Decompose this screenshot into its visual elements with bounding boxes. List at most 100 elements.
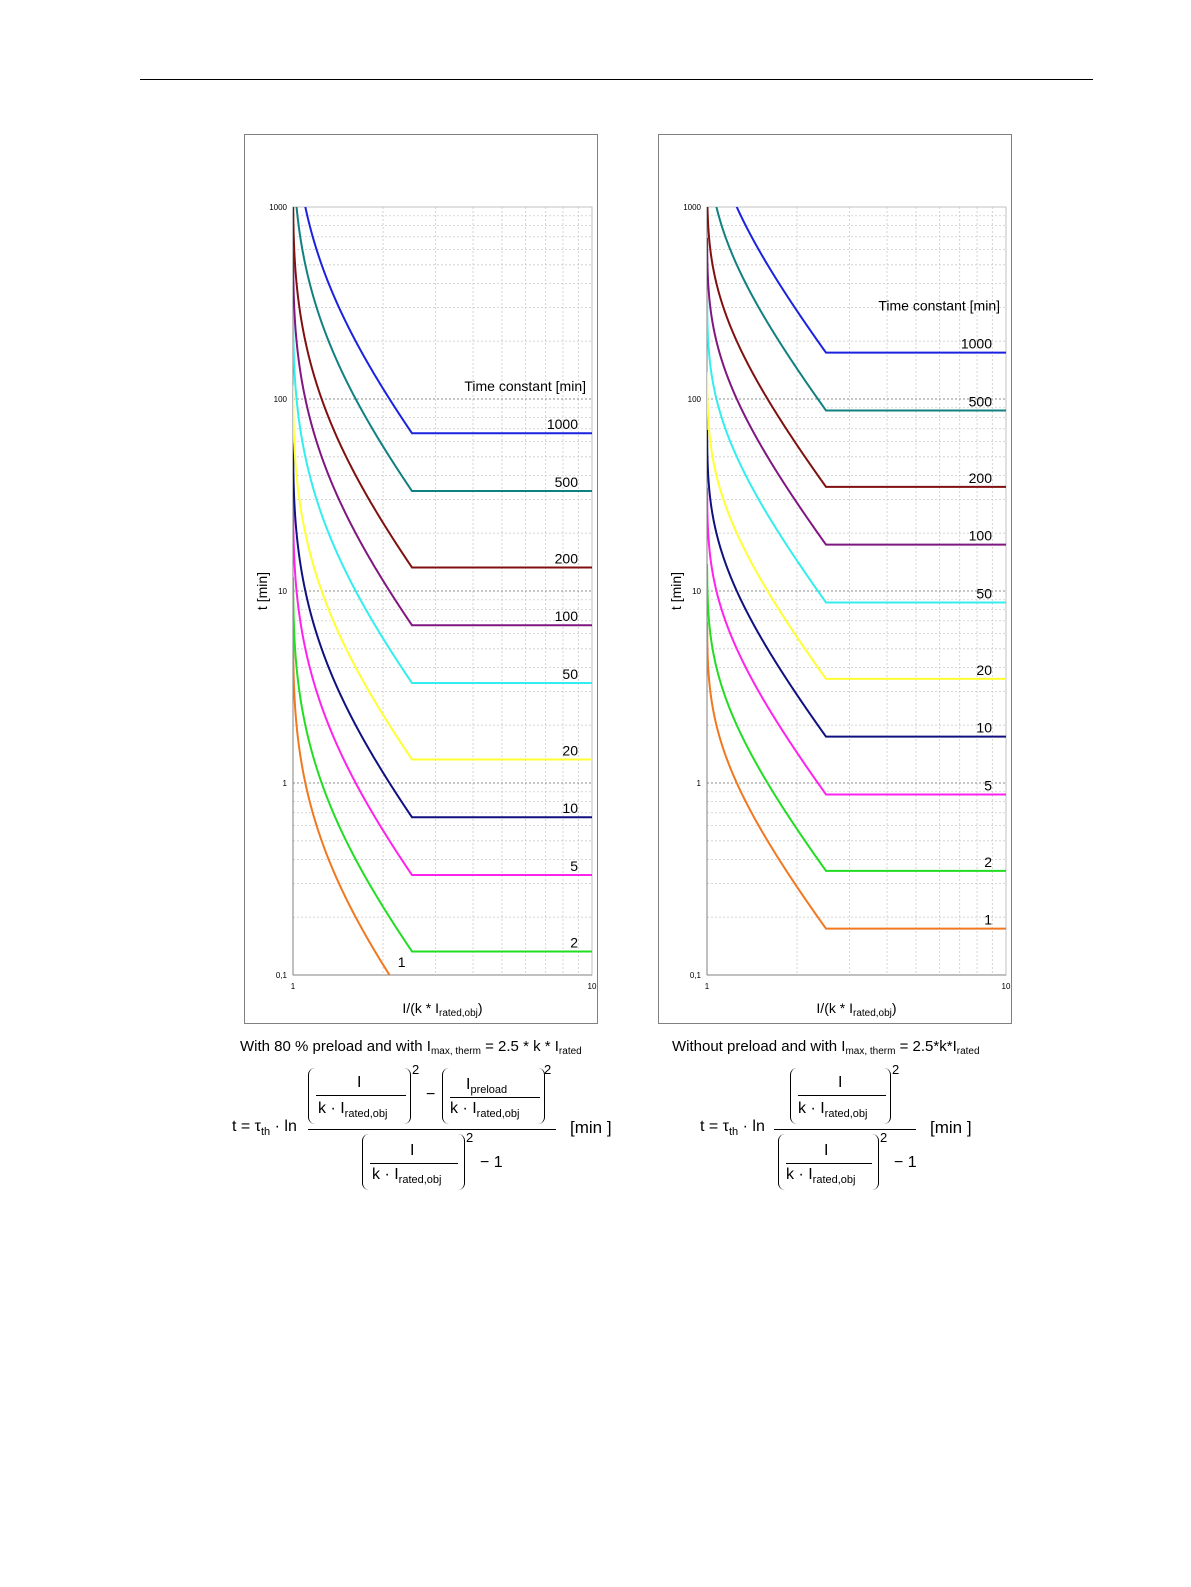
grid [293,206,592,976]
formula-preload: t = τth · ln I k · Irated,obj 2 − Iprelo… [230,1062,620,1198]
series-group [293,207,592,975]
caption-sub: max, therm [430,1046,481,1057]
paren-right [872,1134,879,1190]
formula-denominator: k · Irated,obj [318,1100,388,1120]
header-rule [140,79,1093,80]
formula-denominator: k · Irated,obj [450,1100,520,1120]
caption-no-preload: Without preload and with Imax, therm = 2… [672,1038,980,1057]
series-line-100 [707,237,1006,546]
series-line-200 [707,207,1006,488]
series-line-2 [293,577,592,953]
series-line-10 [293,443,592,819]
caption-middle: = 2.5 * k * I [480,1038,559,1055]
series-line-2 [707,564,1006,872]
chart-preload-panel: 0,1 1 10 100 1000 1 10 t [min] I/(k * Irated,obj… [244,134,598,1024]
series-line-500 [295,207,592,493]
grid [707,206,1006,976]
series-line-1 [707,621,1006,930]
formula-current: I [824,1142,829,1159]
formula-minus: − [426,1086,436,1103]
main-fraction-bar [774,1129,916,1130]
series-line-20 [707,372,1006,680]
legend-title: Time constant [min] [878,298,1000,314]
y-axis-label: t [min] [668,572,684,610]
caption-sub: rated [558,1046,582,1057]
series-label-50: 50 [976,585,992,601]
formula-minus-one: − 1 [480,1154,503,1171]
series-label-1: 1 [984,912,992,928]
formula-unit: [min ] [570,1118,612,1137]
caption-sub: rated [956,1046,980,1057]
formula-power: 2 [892,1062,900,1077]
series-group [707,207,1006,930]
caption-prefix: With 80 % preload and with I [240,1038,431,1055]
formula-denominator: k · Irated,obj [372,1166,442,1186]
series-line-1 [293,635,391,975]
y-tick-label: 1000 [269,203,287,212]
fraction-bar [786,1163,872,1164]
fraction-bar [370,1163,458,1164]
paren-left [778,1134,785,1190]
formula-current: I [410,1142,415,1159]
series-label-50: 50 [562,666,578,682]
formula-lhs: t = τth · ln [700,1118,765,1138]
series-line-1000 [735,207,1006,354]
series-line-5 [293,500,592,877]
formula-unit: [min ] [930,1118,972,1137]
paren-left [790,1068,797,1124]
caption-prefix: Without preload and with I [672,1038,846,1055]
y-tick-label: 100 [688,395,702,404]
formula-denominator: k · Irated,obj [798,1100,868,1120]
series-label-1000: 1000 [961,336,992,352]
series-label-5: 5 [984,777,992,793]
x-axis-label: I/(k * Irated,obj) [402,1000,482,1019]
series-line-50 [293,308,592,685]
series-label-200: 200 [555,550,579,566]
y-tick-label: 1 [283,779,288,788]
x-tick-label: 1 [705,982,710,991]
formula-current: I [838,1074,843,1091]
series-line-10 [707,429,1006,738]
caption-middle: = 2.5*k*I [895,1038,957,1055]
x-tick-label: 10 [588,982,597,991]
caption-sub: max, therm [845,1046,896,1057]
formula-power: 2 [412,1062,420,1077]
series-label-20: 20 [976,662,992,678]
series-label-10: 10 [976,720,992,736]
y-tick-label: 1 [697,779,702,788]
series-label-20: 20 [562,742,578,758]
fraction-bar [798,1095,886,1096]
y-axis-label: t [min] [254,572,270,610]
paren-right [538,1068,545,1124]
fraction-bar [316,1095,406,1096]
series-label-2: 2 [984,854,992,870]
formula-lhs: t = τth · ln [232,1118,297,1138]
caption-preload: With 80 % preload and with Imax, therm =… [240,1038,582,1057]
series-label-2: 2 [570,934,578,950]
series-line-1000 [304,207,592,435]
x-axis-label: I/(k * Irated,obj) [816,1000,896,1019]
series-line-200 [293,207,592,569]
formula-power: 2 [544,1062,552,1077]
y-tick-label: 0,1 [690,971,702,980]
series-label-100: 100 [969,528,993,544]
series-label-1000: 1000 [547,416,578,432]
formula-minus-one: − 1 [894,1154,917,1171]
x-tick-label: 1 [291,982,296,991]
paren-right [458,1134,465,1190]
series-label-1: 1 [398,954,406,970]
y-tick-label: 100 [274,395,288,404]
series-label-500: 500 [969,393,993,409]
y-tick-label: 1000 [683,203,701,212]
formula-no-preload: t = τth · ln I k · Irated,obj 2 I k · Ir… [698,1062,988,1198]
formula-denominator: k · Irated,obj [786,1166,856,1186]
formula-power: 2 [880,1130,888,1145]
x-tick-label: 10 [1002,982,1011,991]
paren-right [404,1068,411,1124]
main-fraction-bar [308,1129,556,1130]
series-label-5: 5 [570,858,578,874]
y-tick-label: 10 [692,587,701,596]
formula-preload-current: Ipreload [466,1076,508,1096]
y-tick-label: 10 [278,587,287,596]
